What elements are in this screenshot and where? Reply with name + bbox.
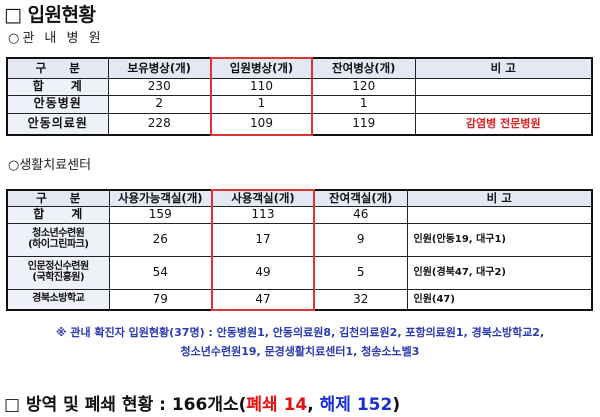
cell: [414, 77, 593, 96]
remark-cell: 인원(경북47, 대구2): [406, 255, 593, 290]
header-cell: 보유병상(개): [107, 57, 212, 79]
quarantine-prefix: □ 방역 및 폐쇄 현황 : 166개소(: [4, 395, 247, 415]
section2-subtitle: ○생활치료센터: [8, 158, 92, 173]
cell: 1: [210, 94, 313, 114]
row-label: 합 계: [6, 77, 109, 96]
row-label: 안동의료원: [6, 112, 109, 136]
cell: 119: [311, 112, 416, 136]
treatment-center-table: 구 분 사용가능객실(개) 사용객실(개) 잔여객실(개) 비 고 합 계 15…: [6, 189, 593, 311]
header-cell: 잔여병상(개): [311, 57, 416, 79]
table-header-row: 구 분 보유병상(개) 입원병상(개) 잔여병상(개) 비 고: [6, 57, 593, 79]
table-header-row: 구 분 사용가능객실(개) 사용객실(개) 잔여객실(개) 비 고: [6, 189, 593, 207]
closed-count: 폐쇄 14: [246, 395, 308, 415]
row-label: 안동병원: [6, 94, 109, 114]
remark-cell: 인원(안동19, 대구1): [406, 222, 593, 257]
header-cell: 입원병상(개): [210, 57, 313, 79]
cell: 109: [210, 112, 313, 136]
cell: 159: [108, 205, 213, 224]
cell: 228: [107, 112, 212, 136]
footnote-line: 청소년수련원19, 문경생활치료센터1, 청송소노벨3: [180, 345, 420, 358]
hospital-table: 구 분 보유병상(개) 입원병상(개) 잔여병상(개) 비 고 합 계 230 …: [6, 57, 593, 136]
cell: 1: [311, 94, 416, 114]
cell: 9: [313, 222, 408, 257]
quarantine-heading: □ 방역 및 폐쇄 현황 : 166개소(폐쇄 14, 해제 152): [4, 390, 400, 415]
table-row: 안동의료원 228 109 119 감염병 전문병원: [6, 112, 593, 136]
table-row: 합 계 159 113 46: [6, 205, 593, 224]
cell: 49: [211, 255, 315, 290]
cell: 230: [107, 77, 212, 96]
row-label: 청소년수련원 (하이그린파크): [6, 222, 110, 257]
remark-cell: 인원(47): [406, 288, 593, 311]
page-title: □ 입원현황: [4, 4, 96, 26]
cell: 46: [313, 205, 408, 224]
separator: ,: [307, 395, 320, 415]
header-cell: 비 고: [406, 189, 593, 207]
released-count: 해제 152: [319, 395, 393, 415]
row-label: 합 계: [6, 205, 110, 224]
table-row: 청소년수련원 (하이그린파크) 26 17 9 인원(안동19, 대구1): [6, 222, 593, 257]
cell: 32: [313, 288, 408, 311]
cell: 54: [108, 255, 213, 290]
cell: 47: [211, 288, 315, 311]
header-cell: 비 고: [414, 57, 593, 79]
cell: [414, 94, 593, 114]
header-cell: 잔여객실(개): [313, 189, 408, 207]
table-row: 인문정신수련원 (국학진흥원) 54 49 5 인원(경북47, 대구2): [6, 255, 593, 290]
cell: 120: [311, 77, 416, 96]
footnote-line: ※ 관내 확진자 입원현황(37명) : 안동병원1, 안동의료원8, 김천의료…: [55, 326, 545, 339]
cell: 110: [210, 77, 313, 96]
cell: [406, 205, 593, 224]
cell: 26: [108, 222, 213, 257]
table-row: 합 계 230 110 120: [6, 77, 593, 96]
cell: 79: [108, 288, 213, 311]
cell: 2: [107, 94, 212, 114]
footnote: ※ 관내 확진자 입원현황(37명) : 안동병원1, 안동의료원8, 김천의료…: [0, 323, 600, 361]
header-cell: 구 분: [6, 189, 110, 207]
quarantine-suffix: ): [392, 395, 401, 415]
table-row: 경북소방학교 79 47 32 인원(47): [6, 288, 593, 311]
cell: 17: [211, 222, 315, 257]
section1-subtitle: ○관 내 병 원: [8, 31, 104, 46]
row-label: 경북소방학교: [6, 288, 110, 311]
cell: 5: [313, 255, 408, 290]
header-cell: 사용객실(개): [211, 189, 315, 207]
row-label: 인문정신수련원 (국학진흥원): [6, 255, 110, 290]
cell: 113: [211, 205, 315, 224]
header-cell: 구 분: [6, 57, 109, 79]
table-row: 안동병원 2 1 1: [6, 94, 593, 114]
remark-cell: 감염병 전문병원: [414, 112, 593, 136]
header-cell: 사용가능객실(개): [108, 189, 213, 207]
